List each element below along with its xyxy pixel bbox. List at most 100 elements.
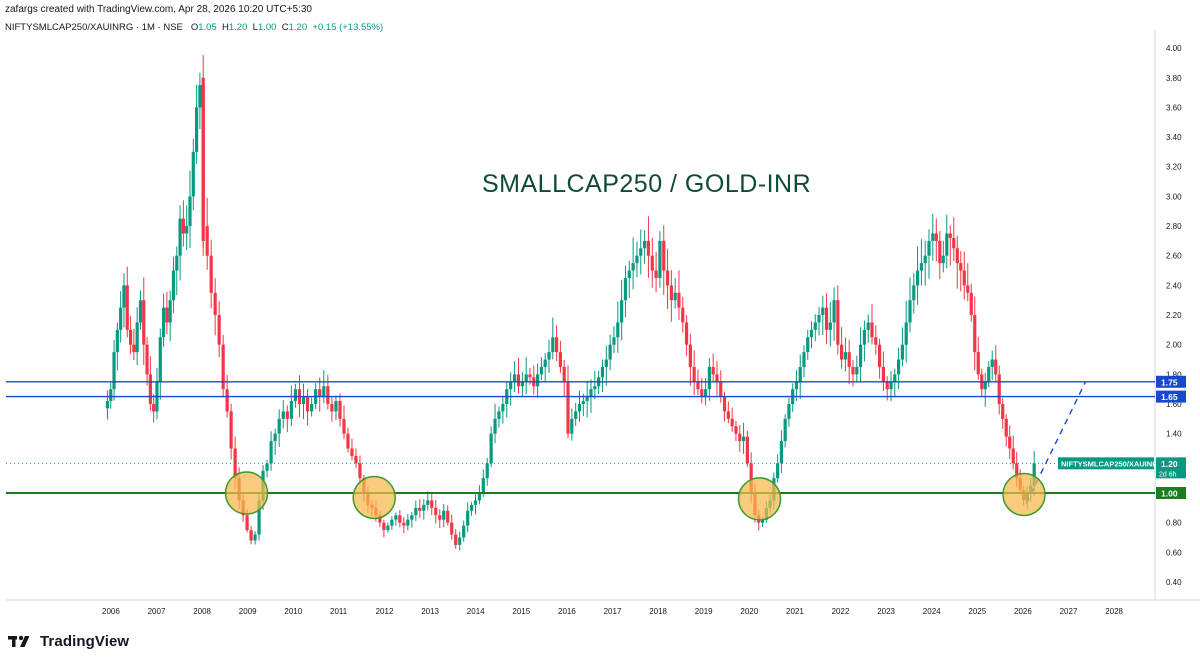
candle-body: [350, 448, 354, 456]
candle-body: [438, 515, 442, 520]
candle-body: [249, 530, 253, 541]
candle-body: [900, 344, 904, 360]
candle-body: [152, 404, 156, 412]
x-tick-label: 2023: [877, 607, 895, 616]
candle-body: [738, 433, 742, 442]
candle-body: [658, 240, 662, 278]
candle-body: [285, 411, 289, 419]
support-circle[interactable]: [737, 477, 782, 521]
candle-body: [539, 366, 543, 375]
candle-body: [281, 411, 285, 419]
candle-body: [481, 478, 485, 493]
candle-body: [948, 233, 952, 238]
candle-body: [269, 441, 273, 464]
countdown-label: 2d 6h: [1159, 471, 1177, 478]
candle-body: [158, 337, 162, 382]
candle-body: [923, 255, 927, 264]
symbol-label[interactable]: NIFTYSMLCAP250/XAUINRG · 1M · NSE: [5, 22, 183, 33]
support-circle[interactable]: [1002, 472, 1046, 517]
candle-body: [489, 433, 493, 464]
candle-body: [904, 322, 908, 345]
candle-body: [406, 519, 410, 526]
candle-body: [836, 300, 840, 345]
x-tick-label: 2010: [284, 607, 302, 616]
y-tick-label: 4.00: [1166, 44, 1182, 53]
x-tick-label: 2007: [148, 607, 166, 616]
candle-body: [608, 344, 612, 360]
candle-body: [217, 315, 221, 345]
candle-body: [798, 366, 802, 382]
candle-body: [889, 381, 893, 390]
price-chart[interactable]: 4.00 3.80 3.60 3.40 3.20 3.00 2.80 2.60 2.40 2.20…: [0, 0, 1200, 630]
candle-body: [783, 418, 787, 442]
candle-body: [794, 381, 799, 390]
candle-body: [955, 248, 959, 264]
level-price-tag: [1156, 375, 1186, 388]
candle-body: [973, 315, 977, 353]
candle-body: [749, 463, 753, 493]
candle-body: [536, 374, 540, 387]
y-tick-label: 1.80: [1166, 370, 1182, 379]
candle-body: [165, 307, 169, 323]
candle-body: [477, 493, 482, 501]
open-value: 1.05: [198, 22, 217, 33]
candle-body: [198, 85, 202, 108]
x-tick-label: 2016: [558, 607, 576, 616]
candle-body: [802, 352, 806, 367]
candle-body: [643, 240, 647, 249]
candle-body: [593, 386, 597, 390]
candle-body: [109, 389, 113, 402]
candle-body: [342, 418, 346, 434]
candle-body: [485, 463, 489, 479]
x-tick-label: 2015: [512, 607, 530, 616]
candle-body: [454, 534, 458, 545]
candle-body: [188, 196, 192, 227]
candle-body: [987, 366, 991, 382]
candle-body: [528, 374, 532, 378]
symbol-ohlc-legend[interactable]: NIFTYSMLCAP250/XAUINRG · 1M · NSE O1.05 …: [5, 22, 383, 33]
brand-name[interactable]: TradingView: [40, 632, 130, 650]
support-circle[interactable]: [352, 475, 396, 520]
candle-body: [434, 507, 438, 516]
tradingview-logo-icon[interactable]: [8, 634, 34, 648]
candle-body: [562, 366, 566, 382]
candle-body: [458, 537, 462, 545]
candle-body: [128, 329, 133, 345]
candle-body: [394, 515, 398, 520]
candle-body: [832, 300, 836, 323]
y-tick-label: 3.60: [1166, 103, 1182, 112]
attribution-text: zafargs created with TradingView.com, Ap…: [5, 4, 312, 15]
candle-body: [426, 500, 430, 505]
candle-body: [570, 418, 574, 434]
candle-body: [354, 455, 358, 464]
x-tick-label: 2020: [740, 607, 758, 616]
support-circle[interactable]: [224, 471, 269, 515]
candle-body: [881, 366, 885, 382]
candle-body: [962, 270, 966, 286]
candle-body: [225, 389, 229, 412]
candle-body: [253, 534, 257, 541]
y-tick-label: 3.20: [1166, 163, 1182, 172]
candle-body: [654, 270, 658, 278]
candle-body: [684, 322, 689, 345]
candle-body: [983, 381, 987, 390]
x-tick-label: 2021: [786, 607, 804, 616]
y-tick-label: 2.80: [1166, 222, 1182, 231]
candle-body: [711, 366, 715, 375]
candle-body: [726, 411, 730, 419]
candle-body: [229, 411, 233, 449]
candle-body: [181, 218, 185, 234]
candle-body: [639, 248, 643, 256]
candle-body: [105, 401, 110, 409]
candle-body: [245, 515, 249, 531]
candle-body: [501, 404, 505, 412]
candle-body: [161, 307, 166, 338]
candle-body: [1011, 448, 1015, 464]
low-label: L: [252, 22, 258, 33]
candle-body: [318, 389, 322, 397]
candle-body: [696, 381, 700, 390]
y-tick-label: 2.20: [1166, 311, 1182, 320]
candle-body: [138, 300, 143, 323]
candle-body: [378, 515, 382, 523]
candle-body: [265, 463, 269, 471]
